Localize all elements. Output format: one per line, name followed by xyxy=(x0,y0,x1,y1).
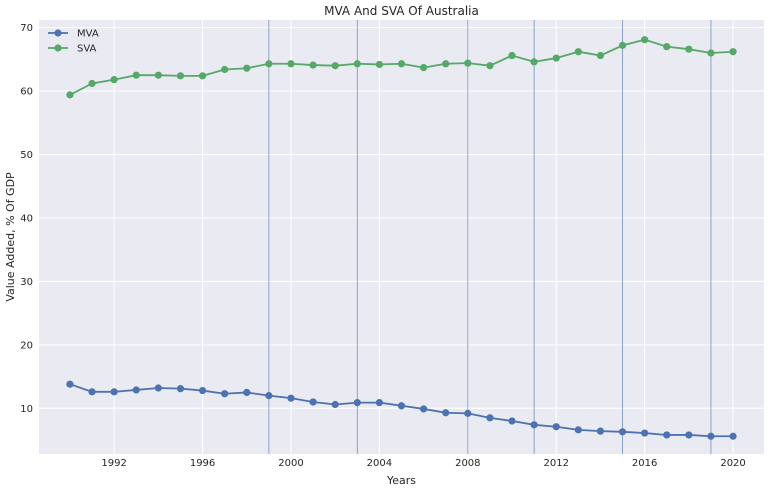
data-point xyxy=(331,62,339,70)
data-point xyxy=(707,49,715,57)
data-point xyxy=(66,91,74,99)
data-point xyxy=(287,394,295,402)
y-tick-label: 60 xyxy=(20,87,33,98)
data-point xyxy=(618,428,627,436)
legend-swatch-marker xyxy=(54,29,62,37)
y-tick-label: 10 xyxy=(20,404,33,415)
data-point xyxy=(88,388,96,396)
grid xyxy=(39,20,764,454)
data-point xyxy=(265,392,273,400)
data-point xyxy=(530,58,538,66)
y-tick-label: 20 xyxy=(20,340,33,351)
data-point xyxy=(397,402,406,410)
data-point xyxy=(331,400,339,409)
data-point xyxy=(309,398,317,406)
series-sva xyxy=(66,36,737,99)
chart-title: MVA And SVA Of Australia xyxy=(324,4,479,18)
data-point xyxy=(420,405,428,413)
data-point xyxy=(574,426,582,434)
data-point xyxy=(486,62,494,70)
data-point xyxy=(442,409,450,417)
data-point xyxy=(221,65,229,74)
data-point xyxy=(641,36,649,44)
data-point xyxy=(552,54,560,62)
data-point xyxy=(618,41,627,49)
data-point xyxy=(375,399,383,407)
data-point xyxy=(198,386,207,395)
vertical-markers xyxy=(268,20,712,454)
data-point xyxy=(663,431,671,439)
data-point xyxy=(176,72,185,80)
data-point xyxy=(596,51,605,60)
data-point xyxy=(486,414,494,422)
series-mva xyxy=(66,380,737,440)
x-tick-label: 2016 xyxy=(632,458,657,469)
data-point xyxy=(464,59,472,67)
data-point xyxy=(729,432,737,440)
data-point xyxy=(132,386,140,394)
data-point xyxy=(420,63,428,72)
data-point xyxy=(176,385,185,393)
data-point xyxy=(442,60,450,68)
x-tick-label: 2004 xyxy=(367,458,392,469)
plot-background xyxy=(39,20,764,454)
data-point xyxy=(552,423,560,431)
data-point xyxy=(530,421,538,429)
data-point xyxy=(685,431,693,439)
legend: MVA SVA xyxy=(48,29,99,55)
x-tick-label: 1996 xyxy=(190,458,215,469)
data-point xyxy=(574,48,582,56)
x-tick-label: 2020 xyxy=(720,458,745,469)
data-point xyxy=(596,427,605,435)
y-tick-labels: 10 20 30 40 50 60 70 xyxy=(20,23,33,415)
x-tick-label: 1992 xyxy=(101,458,126,469)
data-point xyxy=(397,60,406,68)
series-layer xyxy=(66,36,737,440)
data-point xyxy=(154,71,162,79)
x-axis-label: Years xyxy=(386,474,416,487)
legend-swatch-marker xyxy=(54,44,62,52)
data-point xyxy=(353,399,361,407)
data-point xyxy=(243,64,251,72)
data-point xyxy=(243,388,251,397)
data-point xyxy=(265,60,273,68)
x-tick-labels: 1992 1996 2000 2004 2008 2012 2016 2020 xyxy=(101,458,745,469)
data-point xyxy=(641,429,649,437)
data-point xyxy=(508,51,516,60)
data-point xyxy=(221,390,229,398)
data-point xyxy=(729,48,737,56)
data-point xyxy=(287,60,295,68)
data-point xyxy=(110,76,118,84)
legend-entry: MVA xyxy=(77,29,99,40)
data-point xyxy=(110,388,118,396)
y-tick-label: 40 xyxy=(20,213,33,224)
y-tick-label: 30 xyxy=(20,277,33,288)
x-tick-label: 2012 xyxy=(543,458,568,469)
x-tick-label: 2008 xyxy=(455,458,480,469)
data-point xyxy=(353,60,361,68)
y-tick-label: 50 xyxy=(20,150,33,161)
data-point xyxy=(707,432,715,440)
data-point xyxy=(309,61,317,69)
data-point xyxy=(154,384,162,392)
data-point xyxy=(198,72,207,80)
data-point xyxy=(508,417,516,425)
data-point xyxy=(464,409,472,417)
data-point xyxy=(685,45,693,53)
data-point xyxy=(375,60,383,69)
data-point xyxy=(88,79,96,88)
legend-entry: SVA xyxy=(77,44,97,55)
data-point xyxy=(132,71,140,79)
data-point xyxy=(66,380,74,388)
x-tick-label: 2000 xyxy=(278,458,303,469)
y-axis-label: Value Added, % Of GDP xyxy=(4,172,17,302)
y-tick-label: 70 xyxy=(20,23,33,34)
data-point xyxy=(663,43,671,51)
